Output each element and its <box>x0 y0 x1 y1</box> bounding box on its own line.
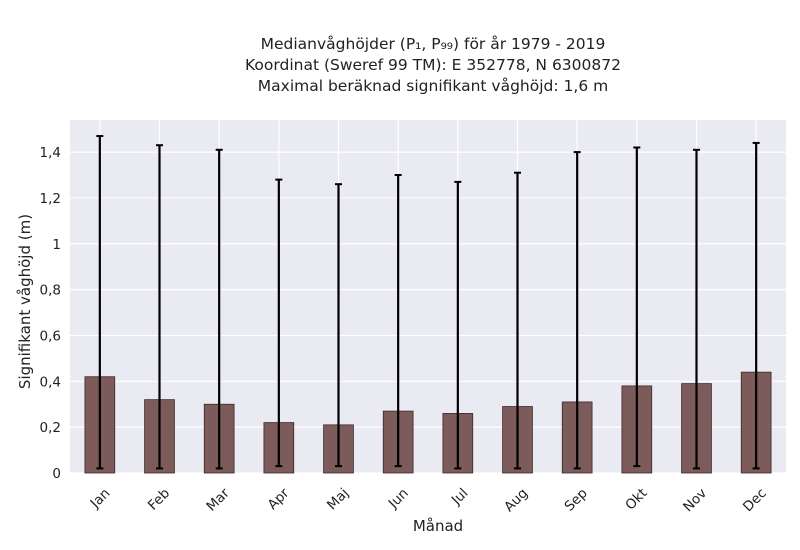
chart-title-line-3: Maximal beräknad signifikant våghöjd: 1,… <box>257 77 609 95</box>
y-axis-ticks: 0 0,2 0,4 0,6 0,8 1 1,2 1,4 <box>40 145 61 482</box>
error-bar-mar <box>215 148 223 470</box>
error-bar-dec <box>752 141 760 470</box>
y-axis-title: Signifikant våghöjd (m) <box>16 214 34 389</box>
error-bar-maj <box>335 183 342 468</box>
y-tick-label: 0,4 <box>40 374 61 390</box>
x-tick-label-mar: Mar <box>203 485 233 515</box>
y-tick-label: 0,8 <box>40 283 61 299</box>
chart-title-line-2: Koordinat (Sweref 99 TM): E 352778, N 63… <box>245 56 621 74</box>
error-bars <box>96 135 760 470</box>
y-tick-label: 0,2 <box>40 420 61 436</box>
x-tick-label-nov: Nov <box>680 485 710 515</box>
error-bar-nov <box>693 148 700 470</box>
error-bar-jul <box>454 180 462 470</box>
chart-title-line-1: Medianvåghöjder (P₁, P₉₉) för år 1979 - … <box>260 35 606 53</box>
x-tick-label-jul: Jul <box>448 485 472 509</box>
error-bar-okt <box>633 146 641 468</box>
error-bar-aug <box>514 171 521 470</box>
error-bar-jan <box>96 135 104 470</box>
y-tick-label: 1,4 <box>40 145 61 161</box>
x-tick-label-sep: Sep <box>561 485 590 514</box>
y-tick-label: 0 <box>52 466 61 482</box>
x-tick-label-apr: Apr <box>265 485 293 513</box>
error-bar-feb <box>156 144 163 470</box>
error-bar-apr <box>275 178 283 468</box>
chart-title: Medianvåghöjder (P₁, P₉₉) för år 1979 - … <box>0 34 800 97</box>
x-tick-label-jun: Jun <box>385 485 412 512</box>
x-axis-ticks: Jan Feb Mar Apr Maj Jun Jul Aug Sep Okt Nov Dec <box>87 485 770 515</box>
x-tick-label-okt: Okt <box>622 485 650 513</box>
y-tick-label: 1,2 <box>40 191 61 207</box>
x-tick-label-maj: Maj <box>324 485 352 513</box>
plot-area <box>70 120 786 473</box>
error-bar-jun <box>394 174 402 468</box>
x-tick-label-feb: Feb <box>145 485 173 513</box>
x-axis-title: Månad <box>413 517 463 535</box>
y-tick-label: 1 <box>52 237 61 253</box>
error-bar-sep <box>573 151 581 470</box>
x-tick-label-jan: Jan <box>87 485 114 512</box>
x-tick-label-aug: Aug <box>501 485 531 515</box>
y-tick-label: 0,6 <box>40 328 61 344</box>
x-tick-label-dec: Dec <box>740 485 770 515</box>
